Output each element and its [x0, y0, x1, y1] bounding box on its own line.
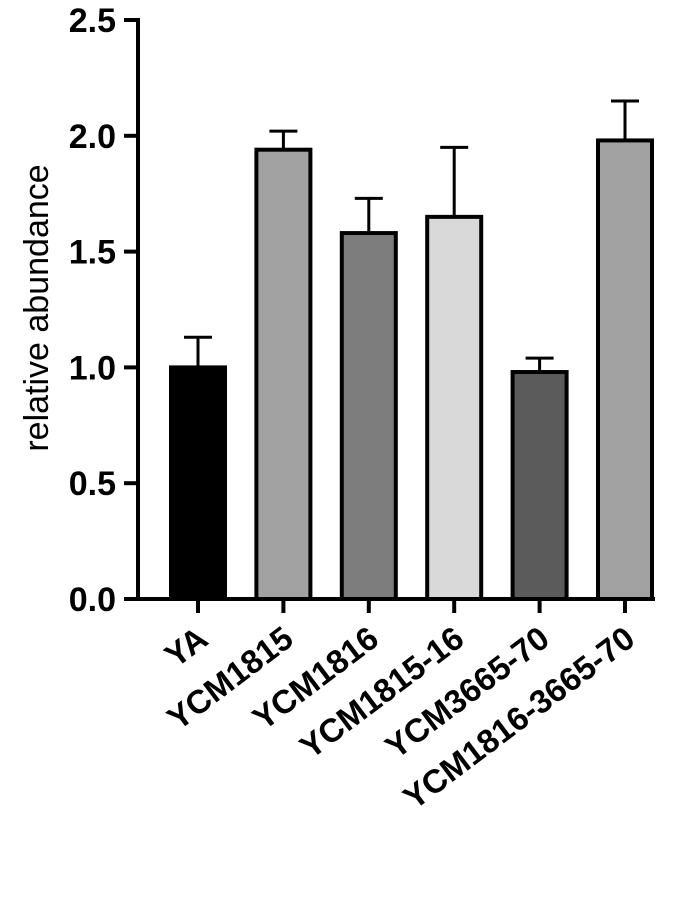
bar: [425, 214, 484, 602]
bar: [339, 231, 398, 602]
y-tick-label: 2.0: [69, 118, 116, 156]
x-axis: YAYCM1815YCM1816YCM1815-16YCM3665-70YCM1…: [136, 597, 655, 816]
y-axis: 0.0 0.5 1.0 1.5 2.0 2.5: [69, 2, 140, 619]
bar: [254, 147, 313, 601]
bars: [169, 99, 654, 602]
y-tick-label: 1.5: [69, 234, 116, 272]
y-tick-label: 0.0: [69, 581, 116, 619]
bar: [510, 370, 569, 602]
bar: [169, 365, 227, 601]
y-axis-title: relative abundance: [18, 164, 56, 451]
y-tick-label: 1.0: [69, 349, 116, 387]
y-tick-label: 0.5: [69, 465, 116, 503]
y-tick-label: 2.5: [69, 2, 116, 40]
bar: [596, 138, 654, 601]
x-tick-label: YA: [158, 619, 214, 674]
